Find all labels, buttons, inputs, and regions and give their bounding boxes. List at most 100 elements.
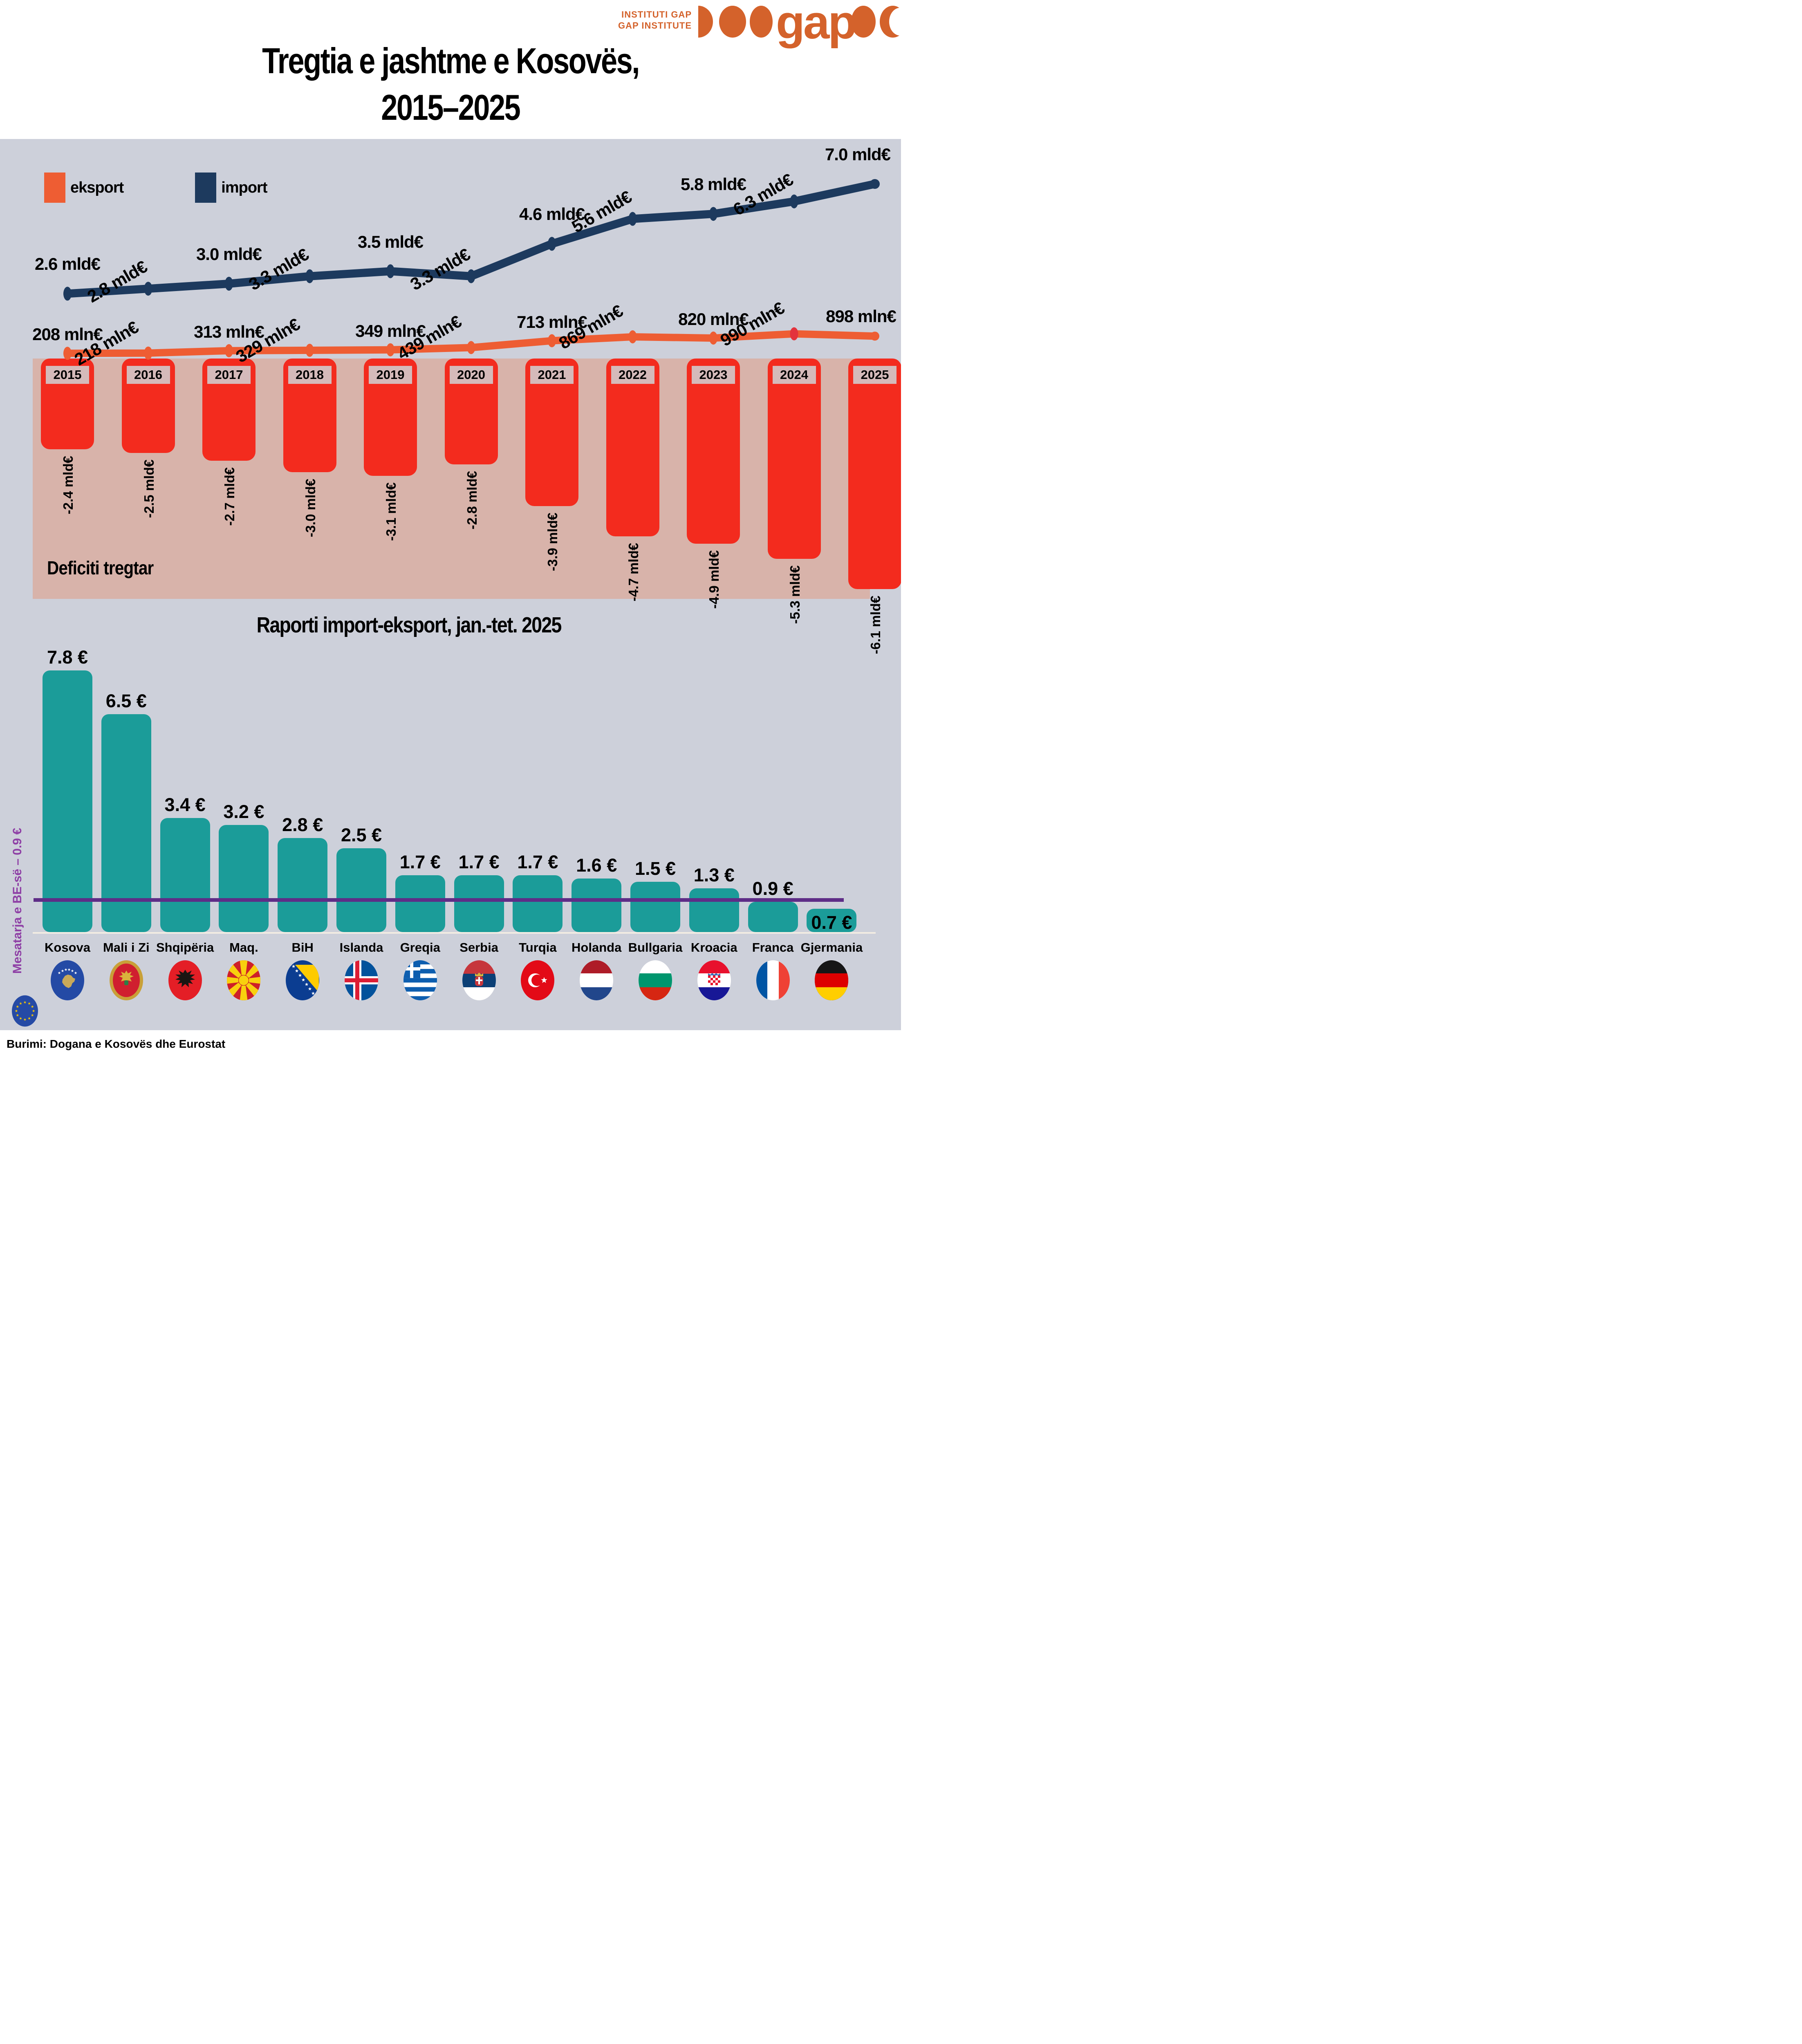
ratio-bar-bih: [278, 838, 328, 932]
ratio-value-label-maq: 3.2 €: [223, 801, 264, 822]
eksport-point-2025: [870, 332, 879, 341]
ratio-value-label-kosova: 7.8 €: [47, 647, 88, 668]
eksport-point-2022: [628, 330, 637, 343]
eksport-point-2019: [386, 343, 394, 356]
ratio-value-label-franca: 0.9 €: [752, 878, 793, 899]
import-value-label-2023: 5.8 mld€: [680, 175, 746, 194]
import-legend-label: import: [221, 179, 267, 196]
ratio-bar-kosova: [43, 670, 92, 932]
country-label-gjermania: Gjermania: [800, 940, 863, 955]
import-point-2015: [63, 287, 72, 301]
ratio-value-label-shqiperia: 3.4 €: [164, 794, 206, 816]
eksport-point-2021: [548, 334, 556, 347]
import-point-2019: [386, 264, 394, 278]
infographic-page: INSTITUTI GAP GAP INSTITUTE gap Tregtia …: [0, 0, 901, 1068]
ratio-value-label-kroacia: 1.3 €: [693, 865, 735, 886]
ratio-value-label-malizi: 6.5 €: [105, 690, 147, 711]
country-label-malizi: Mali i Zi: [103, 940, 150, 955]
ratio-value-label-serbia: 1.7 €: [458, 851, 500, 872]
page-title-line1: Tregtia e jashtme e Kosovës,: [262, 40, 640, 81]
malizi-flag-icon: [109, 960, 143, 1001]
country-label-kroacia: Kroacia: [690, 940, 737, 955]
eksport-point-2015: [63, 347, 72, 360]
import-point-2025: [870, 179, 880, 189]
ratio-bar-holanda: [572, 878, 622, 932]
eksport-point-2024: [790, 327, 798, 341]
country-label-franca: Franca: [752, 940, 794, 955]
year-label-2018: 2018: [288, 366, 332, 384]
ratio-bar-gjermania: [807, 908, 857, 932]
institute-line1: INSTITUTI GAP: [621, 9, 692, 20]
ratio-bar-kroacia: [689, 888, 739, 932]
import-point-2024: [790, 194, 798, 208]
country-label-bullgaria: Bullgaria: [628, 940, 683, 955]
ratio-baseline: [33, 932, 876, 934]
svg-text:gap: gap: [776, 1, 855, 49]
kroacia-flag-icon: [697, 960, 731, 1001]
ratio-bar-greqia: [395, 875, 445, 932]
eksport-point-2016: [144, 346, 152, 360]
greqia-flag-icon: [403, 960, 437, 1001]
maq-flag-icon: [226, 960, 261, 1001]
ratio-value-label-bullgaria: 1.5 €: [634, 858, 676, 879]
country-label-greqia: Greqia: [400, 940, 440, 955]
year-label-2020: 2020: [449, 366, 493, 384]
gjermania-flag-icon: [814, 960, 849, 1001]
year-label-2025: 2025: [853, 366, 897, 384]
deficit-bar-2022: [606, 359, 659, 536]
year-label-2015: 2015: [46, 366, 89, 384]
eksport-legend-swatch: [44, 173, 65, 203]
deficit-bar-2025: [848, 359, 901, 589]
eksport-legend-label: eksport: [70, 179, 124, 196]
ratio-bar-turqia: [513, 875, 563, 932]
import-point-2016: [144, 282, 152, 296]
import-point-2021: [548, 237, 556, 251]
eksport-value-label-2023: 820 mln€: [678, 309, 749, 329]
ratio-value-label-turqia: 1.7 €: [517, 851, 558, 872]
year-label-2019: 2019: [369, 366, 412, 384]
deficit-bar-2024: [767, 359, 821, 559]
eu-average-label: Mesatarja e BE-së – 0.9 €: [11, 828, 24, 974]
deficit-bar-2023: [687, 359, 740, 544]
import-point-2017: [225, 277, 233, 291]
deficit-caption: Deficiti tregtar: [47, 557, 154, 578]
country-label-serbia: Serbia: [459, 940, 498, 955]
import-legend-swatch: [195, 173, 217, 203]
eu-flag-icon: [11, 995, 38, 1027]
eksport-point-2023: [709, 331, 717, 345]
ratio-value-label-bih: 2.8 €: [282, 814, 323, 836]
country-label-islanda: Islanda: [339, 940, 383, 955]
eksport-value-label-2019: 349 mln€: [355, 321, 426, 341]
ratio-chart-title: Raporti import-eksport, jan.-tet. 2025: [256, 613, 562, 637]
import-value-label-2021: 4.6 mld€: [519, 204, 585, 224]
kosova-flag-icon: [50, 960, 85, 1001]
country-label-bih: BiH: [291, 940, 314, 955]
year-label-2022: 2022: [611, 366, 654, 384]
country-label-turqia: Turqia: [519, 940, 557, 955]
import-value-label-2017: 3.0 mld€: [196, 244, 262, 264]
import-point-2020: [467, 269, 475, 283]
institute-name: INSTITUTI GAP GAP INSTITUTE: [618, 9, 692, 31]
ratio-bar-bullgaria: [630, 882, 680, 932]
ratio-value-label-holanda: 1.6 €: [576, 854, 617, 876]
year-label-2021: 2021: [530, 366, 574, 384]
bih-flag-icon: [285, 960, 320, 1001]
country-label-maq: Maq.: [229, 940, 258, 955]
ratio-value-label-greqia: 1.7 €: [399, 851, 441, 872]
import-value-label-2015: 2.6 mld€: [34, 254, 101, 274]
eksport-point-2020: [467, 341, 475, 354]
chart-area: eksport import 2015 -2.4 mld€ 2016 -2.5 mld…: [0, 139, 901, 1030]
eu-average-line: [34, 898, 844, 902]
eksport-point-2018: [305, 343, 314, 357]
ratio-bar-serbia: [454, 875, 504, 932]
year-label-2016: 2016: [126, 366, 170, 384]
bullgaria-flag-icon: [638, 960, 672, 1001]
serbia-flag-icon: [462, 960, 496, 1001]
trade-lines-chart: [63, 179, 880, 360]
country-label-kosova: Kosova: [45, 940, 90, 955]
islanda-flag-icon: [344, 960, 379, 1001]
year-label-2017: 2017: [207, 366, 251, 384]
import-value-label-2025: 7.0 mld€: [825, 145, 891, 164]
country-label-shqiperia: Shqipëria: [156, 940, 214, 955]
eksport-point-2017: [225, 344, 233, 357]
